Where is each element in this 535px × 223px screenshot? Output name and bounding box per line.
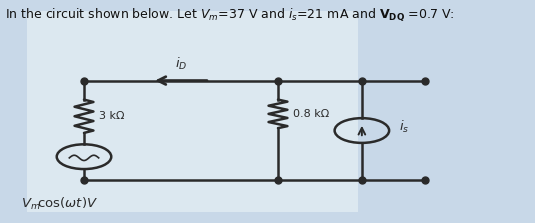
Text: $V_m\!\cos(\omega t)V$: $V_m\!\cos(\omega t)V$ — [21, 196, 98, 212]
Text: $i_D$: $i_D$ — [175, 56, 187, 72]
Text: 0.8 kΩ: 0.8 kΩ — [293, 109, 329, 119]
Text: 3 kΩ: 3 kΩ — [98, 111, 124, 121]
Text: In the circuit shown below. Let $V_m$=37 V and $i_s$=21 mA and $\mathbf{V_{DQ}}$: In the circuit shown below. Let $V_m$=37… — [5, 7, 455, 23]
Text: $i_s$: $i_s$ — [399, 119, 409, 135]
